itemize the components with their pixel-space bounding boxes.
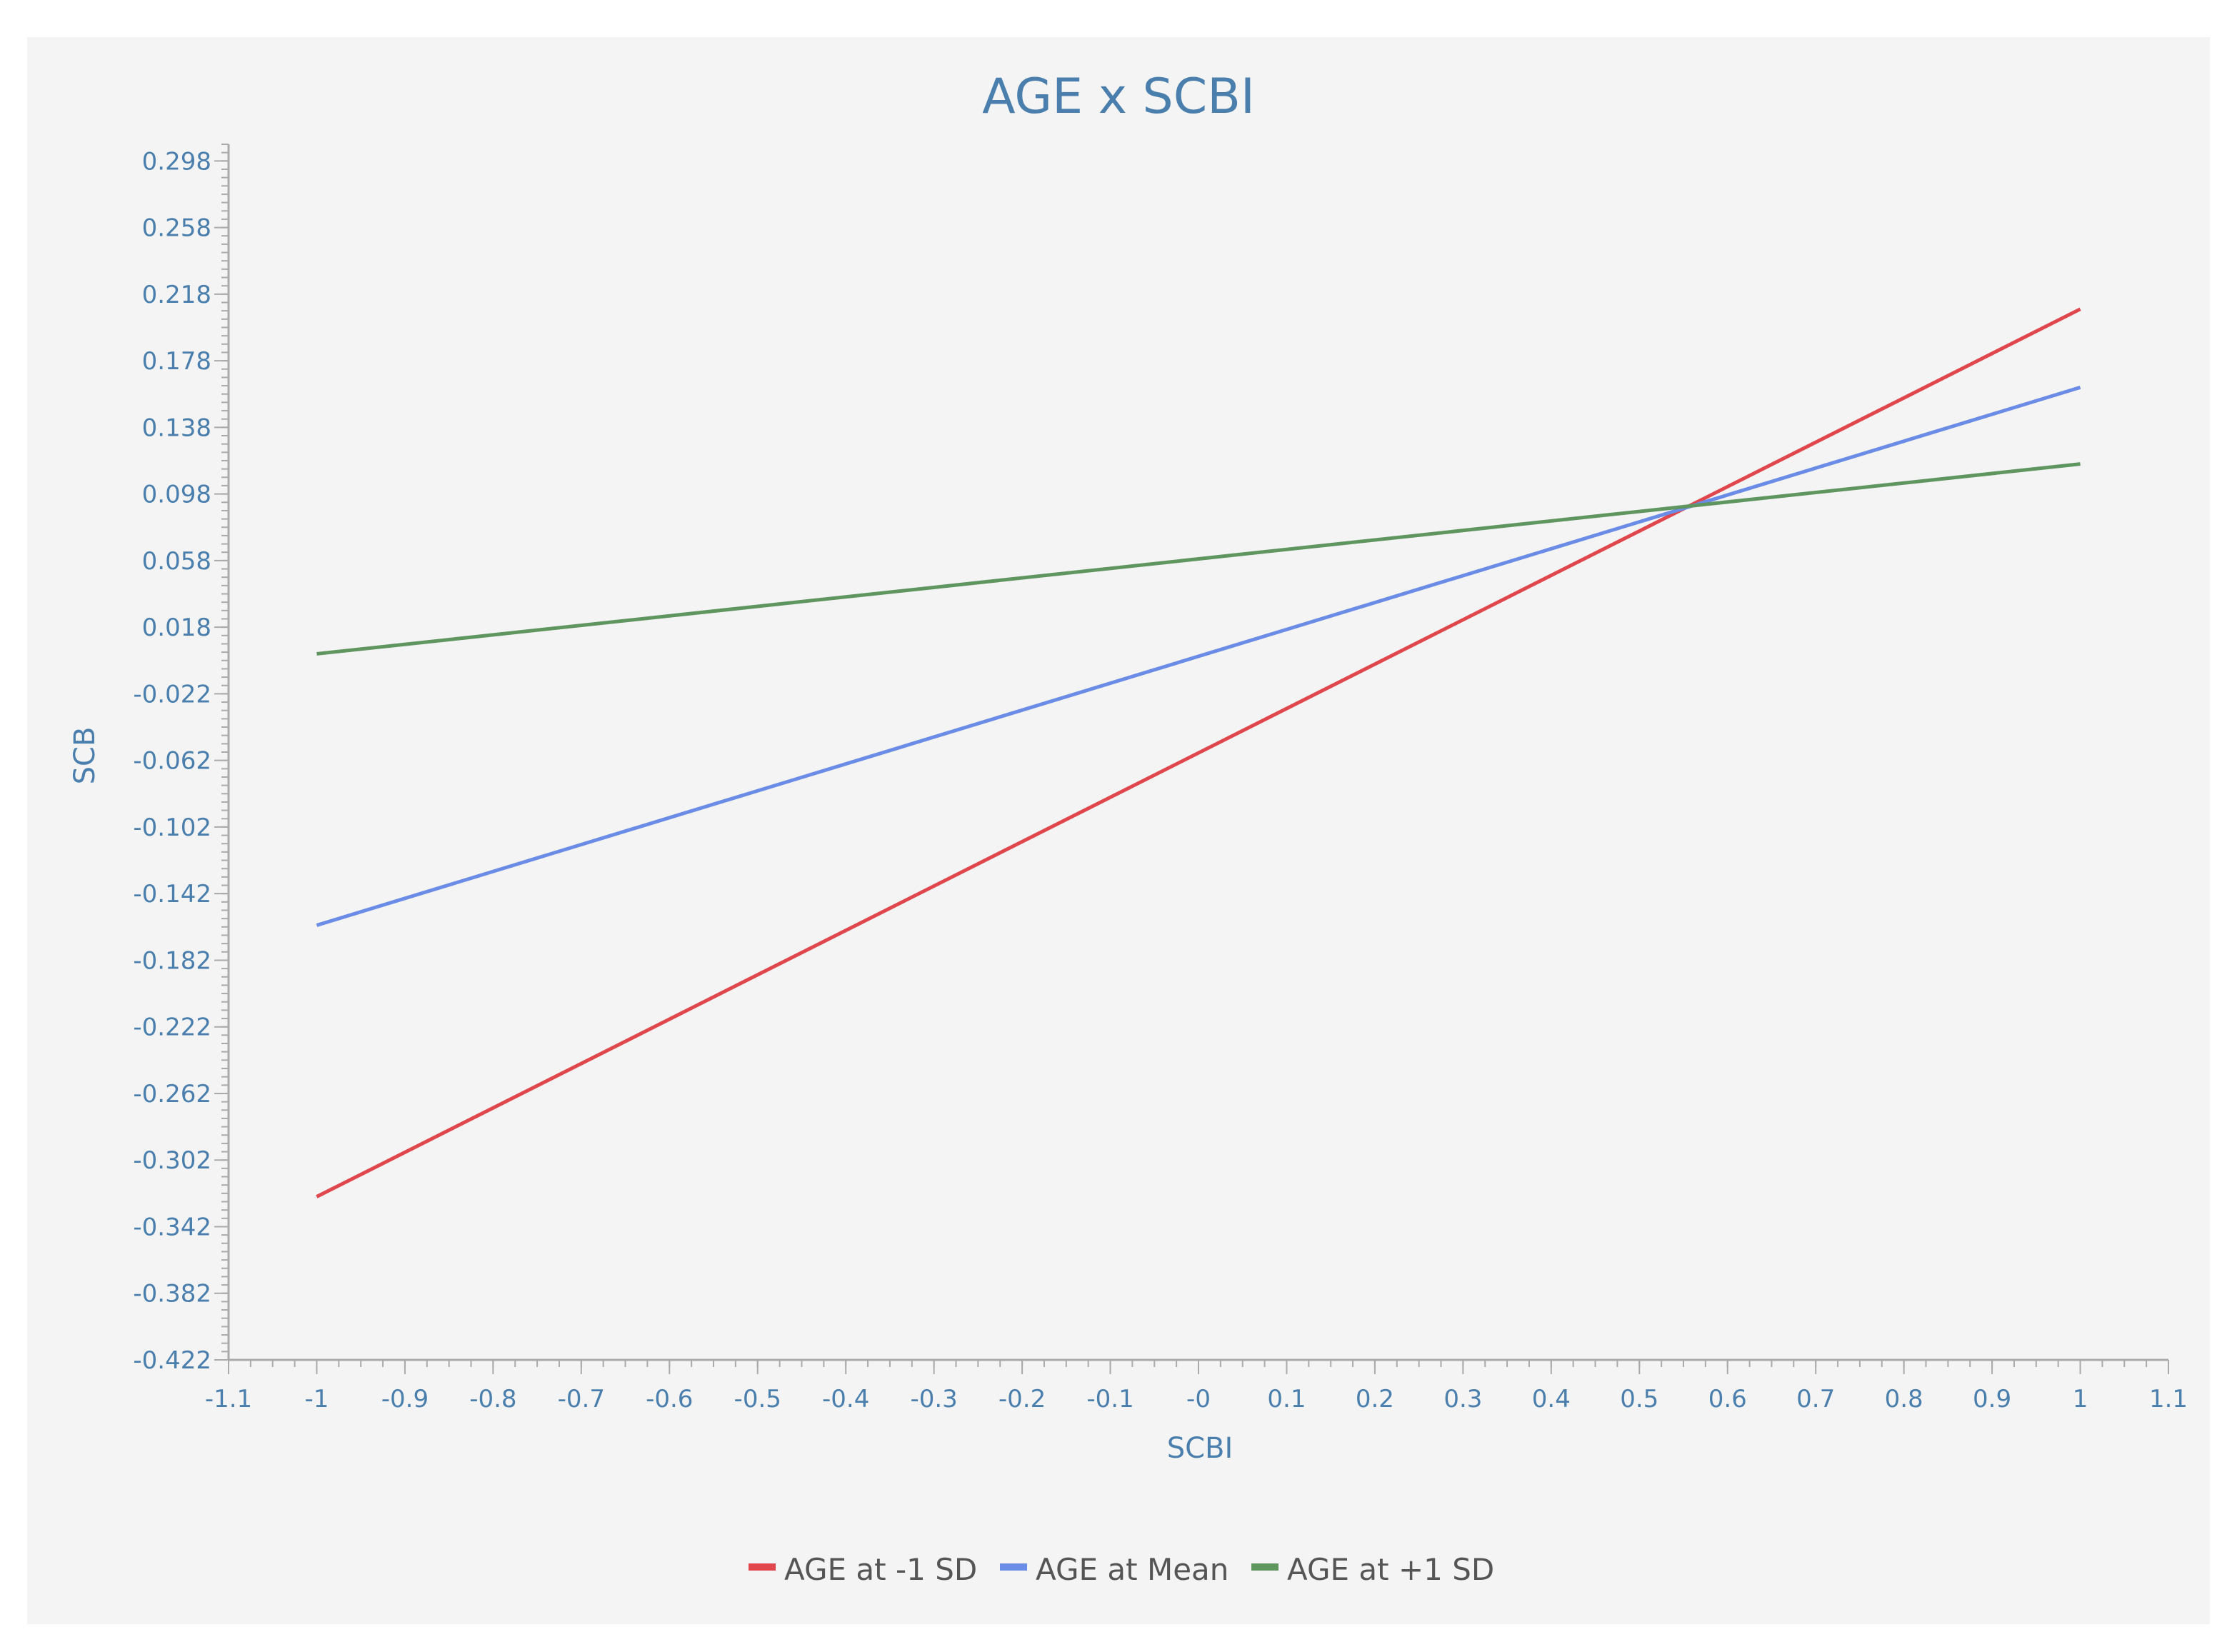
y-tick-label: -0.262 <box>133 1080 211 1108</box>
y-tick-label: 0.218 <box>142 281 211 309</box>
y-tick-label: 0.138 <box>142 414 211 442</box>
x-tick-label: 0.2 <box>1356 1385 1394 1413</box>
y-tick-label: 0.018 <box>142 614 211 642</box>
y-tick-label: -0.342 <box>133 1213 211 1241</box>
chart-panel: AGE x SCBI 0.298 0.258 0.218 0.178 0.138 0.09… <box>27 37 2210 1624</box>
y-tick-label: -0.142 <box>133 880 211 908</box>
x-axis: -1.1 -1 -0.9 -0.8 -0.7 -0.6 -0.5 -0.4 -0.3 -0.2 -0… <box>205 1358 2188 1413</box>
x-tick-label: 0.6 <box>1708 1385 1747 1413</box>
x-tick-label: 0.4 <box>1532 1385 1571 1413</box>
series-layer <box>316 307 2081 1198</box>
y-axis-title: SCB <box>69 727 101 785</box>
x-tick-label: -0.1 <box>1086 1385 1133 1413</box>
legend-swatch <box>1251 1563 1278 1571</box>
y-tick-label: -0.062 <box>133 747 211 776</box>
legend-label: AGE at Mean <box>1036 1552 1228 1587</box>
x-tick-label: -0.9 <box>381 1385 429 1413</box>
line-chart: AGE x SCBI 0.298 0.258 0.218 0.178 0.138 0.09… <box>69 69 2188 1587</box>
x-tick-label: 0.5 <box>1620 1385 1658 1413</box>
x-tick-label: 1.1 <box>2149 1385 2188 1413</box>
x-tick-label: -0 <box>1186 1385 1211 1413</box>
x-tick-label: -0.8 <box>469 1385 516 1413</box>
x-tick-label: -1 <box>305 1385 329 1413</box>
y-tick-label: 0.178 <box>142 347 211 376</box>
x-tick-label: 0.9 <box>1973 1385 2011 1413</box>
legend-label: AGE at -1 SD <box>784 1552 977 1587</box>
y-tick-label: -0.022 <box>133 680 211 709</box>
x-tick-label: 1 <box>2073 1385 2088 1413</box>
y-tick-label: -0.222 <box>133 1013 211 1042</box>
y-tick-label: -0.422 <box>133 1346 211 1375</box>
y-tick-label: 0.098 <box>142 481 211 509</box>
x-tick-label: 0.1 <box>1267 1385 1306 1413</box>
y-tick-label: 0.058 <box>142 547 211 576</box>
legend-label: AGE at +1 SD <box>1287 1552 1494 1587</box>
legend-swatch <box>1000 1563 1027 1571</box>
series-line-3 <box>316 462 2081 656</box>
legend: AGE at -1 SD AGE at Mean AGE at +1 SD <box>749 1552 1494 1587</box>
series-line-1 <box>316 307 2081 1198</box>
legend-swatch <box>749 1563 776 1571</box>
x-tick-label: -1.1 <box>205 1385 252 1413</box>
y-tick-label: 0.298 <box>142 147 211 176</box>
chart-title: AGE x SCBI <box>982 69 1255 125</box>
y-tick-label: -0.102 <box>133 814 211 842</box>
y-tick-label: -0.382 <box>133 1280 211 1308</box>
series-line-2 <box>316 386 2081 927</box>
x-tick-label: -0.5 <box>734 1385 781 1413</box>
y-axis: 0.298 0.258 0.218 0.178 0.138 0.098 0.058 0.018… <box>133 144 230 1375</box>
x-tick-label: -0.4 <box>822 1385 869 1413</box>
x-axis-title: SCBI <box>1167 1432 1233 1465</box>
x-tick-label: -0.2 <box>999 1385 1046 1413</box>
x-tick-label: 0.7 <box>1796 1385 1835 1413</box>
y-tick-label: -0.302 <box>133 1146 211 1175</box>
x-tick-label: -0.3 <box>910 1385 957 1413</box>
x-tick-label: -0.6 <box>646 1385 693 1413</box>
x-tick-label: -0.7 <box>558 1385 605 1413</box>
x-tick-label: 0.8 <box>1885 1385 1923 1413</box>
x-tick-label: 0.3 <box>1443 1385 1482 1413</box>
y-tick-label: -0.182 <box>133 946 211 975</box>
y-tick-label: 0.258 <box>142 214 211 243</box>
